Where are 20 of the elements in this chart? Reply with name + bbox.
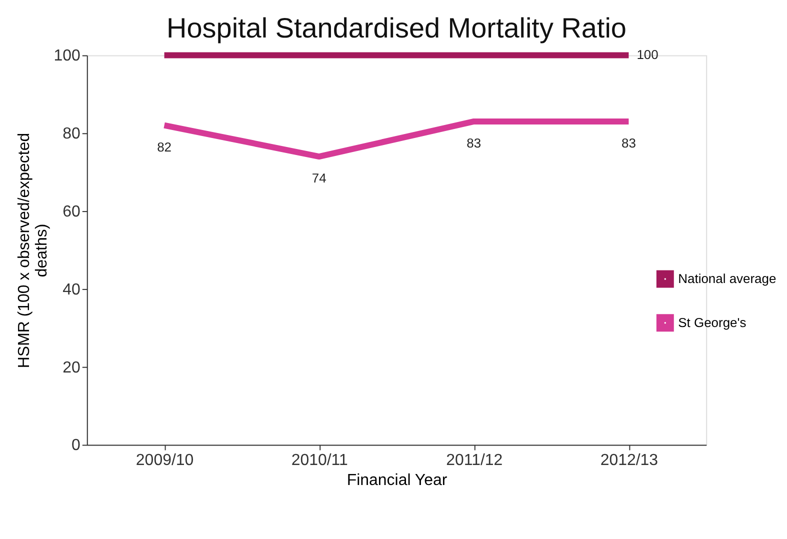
- data-label: 82: [157, 139, 172, 154]
- chart-title: Hospital Standardised Mortality Ratio: [166, 12, 626, 44]
- x-tick-label: 2009/10: [136, 452, 194, 470]
- data-label: 74: [312, 170, 326, 186]
- y-axis-title: HSMR (100 x observed/expected deaths): [16, 132, 51, 368]
- y-tick-label: 20: [62, 359, 81, 376]
- y-tick-label: 60: [62, 204, 81, 221]
- y-tick-label: 100: [54, 48, 81, 65]
- y-tick-label: 80: [62, 126, 81, 143]
- legend-label: National average: [678, 270, 776, 286]
- data-label: 83: [621, 135, 636, 150]
- x-tick-label: 2010/11: [291, 452, 348, 470]
- legend-label: St George's: [678, 314, 747, 330]
- data-label: 83: [466, 135, 482, 150]
- y-tick-label: 0: [72, 437, 81, 454]
- x-axis-title: Financial Year: [346, 472, 448, 490]
- x-tick-label: 2011/12: [446, 452, 503, 470]
- data-label: 100: [636, 47, 658, 62]
- x-tick-label: 2012/13: [600, 452, 658, 470]
- y-tick-label: 40: [62, 281, 81, 298]
